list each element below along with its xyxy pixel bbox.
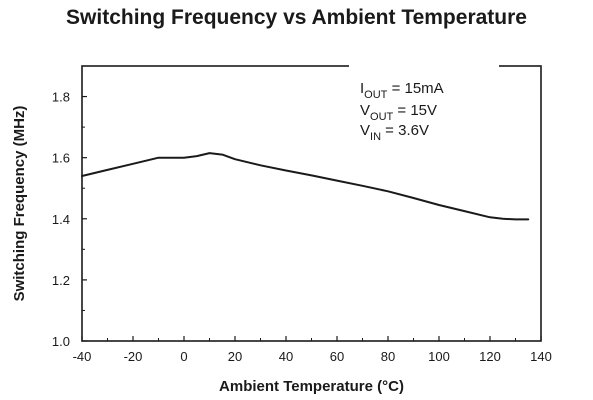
annotation-line: IOUT = 15mA — [360, 80, 444, 101]
x-tick-label: 100 — [428, 349, 450, 364]
x-tick-label: -40 — [73, 349, 92, 364]
y-tick-label: 1.2 — [52, 273, 70, 288]
x-tick-label: 80 — [381, 349, 395, 364]
chart-title: Switching Frequency vs Ambient Temperatu… — [66, 6, 527, 29]
x-tick-label: 40 — [279, 349, 293, 364]
y-tick-label: 1.0 — [52, 334, 70, 349]
y-axis-label: Switching Frequency (MHz) — [11, 106, 28, 302]
annotation-line: VIN = 3.6V — [360, 122, 429, 143]
y-tick-label: 1.8 — [52, 90, 70, 105]
annotation-line: VOUT = 15V — [360, 102, 437, 123]
y-tick-label: 1.6 — [52, 151, 70, 166]
x-tick-label: 120 — [479, 349, 501, 364]
annotation-box — [349, 62, 499, 144]
series-line — [81, 152, 530, 221]
y-tick-label: 1.4 — [52, 212, 70, 227]
x-axis-label: Ambient Temperature (°C) — [219, 378, 404, 395]
x-tick-label: 60 — [330, 349, 344, 364]
x-tick-label: 140 — [530, 349, 552, 364]
x-tick-label: 20 — [228, 349, 242, 364]
x-tick-label: 0 — [180, 349, 187, 364]
x-tick-label: -20 — [124, 349, 143, 364]
